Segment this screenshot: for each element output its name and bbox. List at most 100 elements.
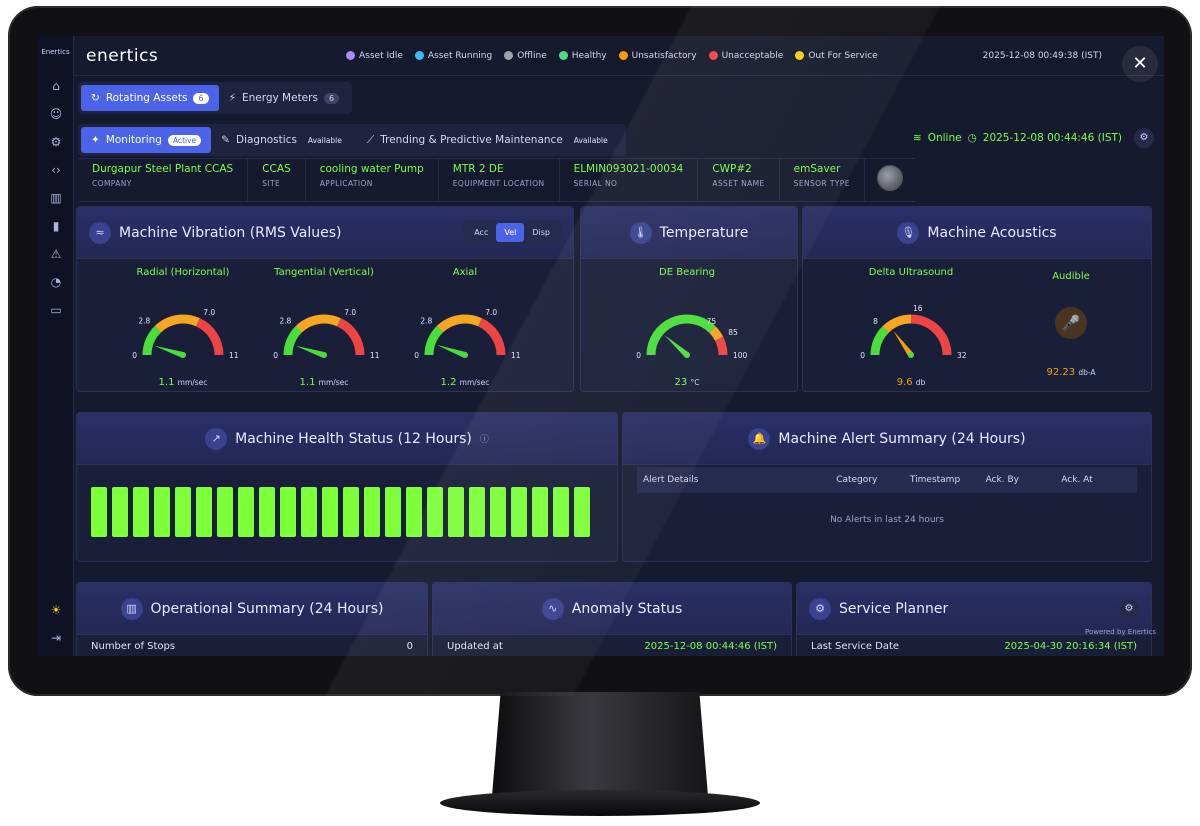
view-tabs: ✦ Monitoring Active ✎ Diagnostics Availa…	[78, 124, 626, 156]
gauge-red-arc	[336, 318, 365, 356]
alerts-column-header: Timestamp	[909, 475, 961, 485]
health-bar	[511, 487, 527, 537]
gauge-tick-label: 0	[132, 351, 137, 360]
mode-vel-button[interactable]: Vel	[496, 223, 525, 242]
gauge-green-arc	[283, 325, 303, 356]
legend-item: Healthy	[558, 50, 607, 61]
legend-label: Healthy	[571, 50, 607, 61]
gauge-tick-label: 75	[707, 317, 717, 326]
panel-title: Machine Health Status (12 Hours)	[235, 430, 472, 447]
info-site: CCAS SITE	[248, 159, 306, 201]
gauge-hub	[684, 352, 690, 358]
warning-icon[interactable]: ⚠	[50, 247, 62, 261]
alerts-header: 🔔 Machine Alert Summary (24 Hours)	[623, 413, 1151, 465]
tab-diagnostics[interactable]: ✎ Diagnostics Available	[211, 127, 357, 153]
tab-rotating-assets[interactable]: ↻ Rotating Assets 6	[81, 85, 219, 111]
info-company: Durgapur Steel Plant CCAS COMPANY	[78, 159, 249, 201]
status-tag: Available	[573, 135, 608, 145]
tab-trending[interactable]: ⟋ Trending & Predictive Maintenance Avai…	[357, 127, 623, 153]
info-value: Durgapur Steel Plant CCAS	[92, 163, 234, 175]
health-header: ↗ Machine Health Status (12 Hours) ⓘ	[77, 413, 617, 465]
info-icon[interactable]: ⓘ	[479, 435, 489, 445]
mode-disp-button[interactable]: Disp	[532, 228, 550, 237]
asset-type-tabs: ↻ Rotating Assets 6 ⚡ Energy Meters 6	[78, 82, 353, 114]
logout-icon[interactable]: ⇥	[50, 631, 62, 645]
online-label: Online	[927, 132, 962, 144]
status-time: 2025-12-08 00:44:46 (IST)	[982, 132, 1122, 144]
sun-icon[interactable]: ☀	[50, 603, 62, 617]
gauge-tick-label: 0	[860, 351, 865, 360]
refresh-icon: ↻	[91, 92, 100, 104]
health-bar	[259, 487, 275, 537]
bar-chart-icon[interactable]: ▥	[50, 191, 62, 205]
status-tag: Available	[307, 135, 342, 145]
gauge-needle	[295, 345, 325, 358]
service-settings-icon[interactable]: ⚙	[1119, 598, 1139, 619]
mode-acc-button[interactable]: Acc	[474, 228, 489, 237]
service-header: ⚙ Service Planner ⚙	[797, 583, 1151, 635]
row-label: Updated at	[447, 641, 503, 652]
operational-header: ▥ Operational Summary (24 Hours)	[77, 583, 427, 635]
legend-item: Asset Running	[414, 51, 492, 61]
gauge-green-arc	[142, 325, 162, 356]
tab-monitoring[interactable]: ✦ Monitoring Active	[81, 127, 212, 153]
alerts-empty-message: No Alerts in last 24 hours	[830, 515, 944, 525]
close-button[interactable]: ✕	[1122, 46, 1158, 82]
tab-energy-meters[interactable]: ⚡ Energy Meters 6	[219, 85, 349, 111]
legend-item: Unsatisfactory	[618, 51, 697, 61]
lightning-icon: ⚡	[228, 92, 236, 104]
gauge-value: 1.1 mm/sec	[159, 377, 208, 388]
info-sensor-type: emSaver SENSOR TYPE	[780, 159, 865, 201]
gauge-tick-label: 2.8	[138, 316, 150, 325]
analytics-icon[interactable]: ▮	[52, 219, 60, 233]
tab-label: Diagnostics	[235, 134, 297, 146]
health-bar	[112, 487, 128, 537]
info-value: emSaver	[793, 163, 841, 175]
tab-count-badge: 6	[323, 92, 340, 104]
info-equipment-location: MTR 2 DE EQUIPMENT LOCATION	[439, 159, 560, 201]
legend-dot	[708, 51, 718, 60]
pulse-icon: ✦	[91, 134, 100, 146]
wrench-icon: ✎	[221, 134, 230, 146]
users-icon[interactable]: ☺	[49, 107, 63, 121]
panel-title: Temperature	[659, 224, 749, 241]
monitor-stand-neck	[492, 692, 708, 796]
gauge-icon[interactable]: ◔	[50, 275, 62, 289]
service-panel: ⚙ Service Planner ⚙ Last Service Date 20…	[796, 582, 1152, 656]
alerts-column-header: Ack. By	[985, 475, 1019, 485]
top-timestamp: 2025-12-08 00:49:38 (IST)	[982, 50, 1102, 61]
unit-toggle: Acc Vel Disp	[463, 220, 561, 245]
health-bar	[91, 487, 107, 537]
legend-item: Asset Idle	[346, 51, 403, 61]
operational-panel: ▥ Operational Summary (24 Hours) Number …	[76, 582, 428, 656]
gauge-hub	[180, 352, 186, 358]
info-application: cooling water Pump APPLICATION	[306, 159, 439, 201]
trend-icon: ⟋	[366, 133, 375, 146]
legend-dot	[618, 51, 628, 60]
info-value: CWP#2	[712, 163, 752, 175]
health-bar	[574, 487, 590, 537]
gauge-needle	[436, 344, 467, 358]
home-icon[interactable]: ⌂	[52, 79, 60, 93]
info-value: ELMIN093021-00034	[573, 163, 684, 175]
legend-label: Unacceptable	[721, 50, 784, 61]
settings-icon[interactable]: ⚙	[50, 135, 62, 149]
acoustics-panel: 🎙 Machine Acoustics 0 8 16 32 Delta Ultrasou…	[802, 206, 1152, 392]
gauge-tick-label: 8	[873, 317, 878, 326]
card-icon[interactable]: ▭	[50, 303, 62, 317]
gauge-tick-label: 16	[913, 304, 923, 313]
legend-dot	[346, 51, 355, 60]
health-bar	[385, 487, 401, 537]
health-bar	[217, 487, 233, 537]
settings-icon[interactable]: ⚙	[1134, 128, 1154, 148]
gauge-unit: mm/sec	[460, 378, 490, 387]
info-label: SENSOR TYPE	[793, 179, 850, 188]
wifi-icon: ≋	[912, 132, 922, 144]
gauge-unit: mm/sec	[178, 378, 208, 387]
gauge-value: 9.6 db	[897, 377, 926, 388]
code-icon[interactable]: ‹›	[51, 163, 61, 177]
info-value: CCAS	[262, 163, 291, 175]
gauge-green-arc	[424, 325, 444, 356]
bell-icon: 🔔	[748, 427, 771, 450]
health-bar	[469, 487, 485, 537]
